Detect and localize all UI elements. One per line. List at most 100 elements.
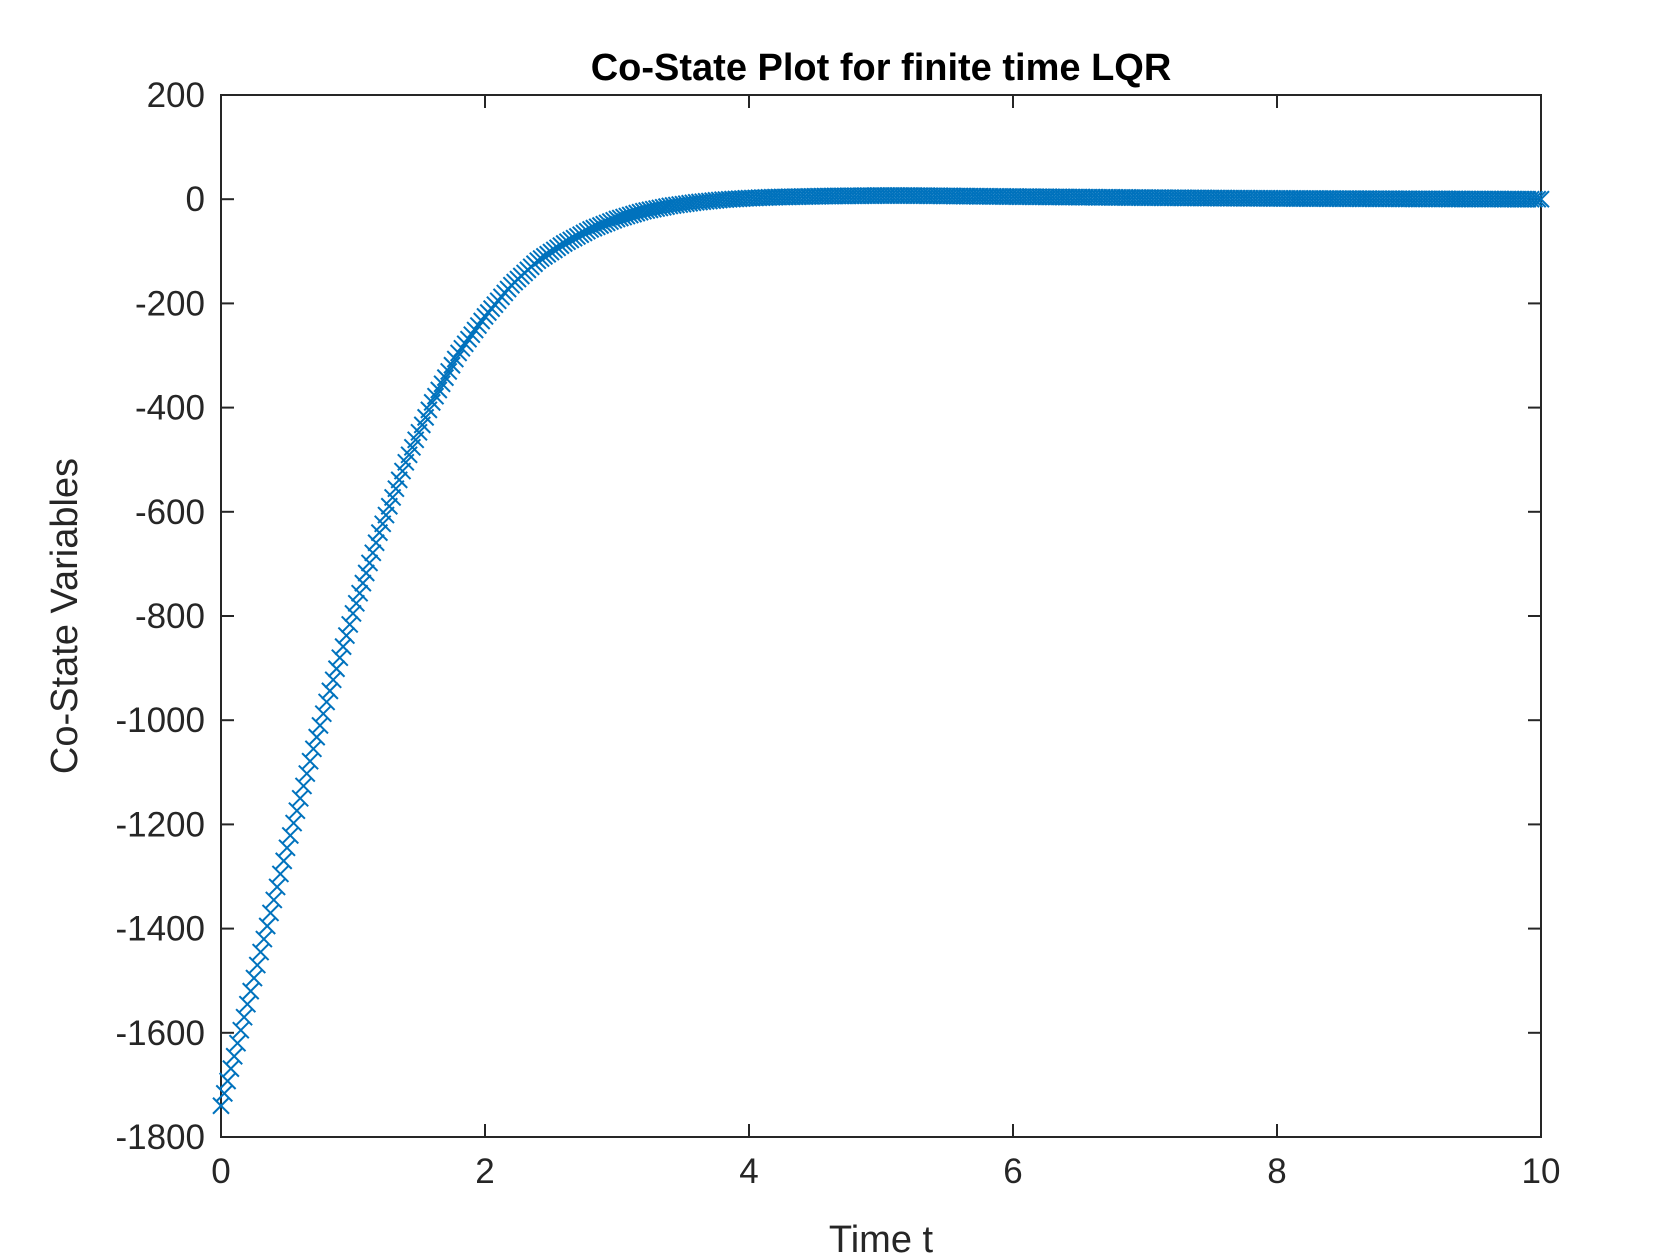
y-tick-label: -1000 bbox=[115, 701, 205, 740]
data-point-marker bbox=[344, 604, 362, 623]
x-tick-labels: 0 2 4 6 8 10 bbox=[211, 1152, 1560, 1191]
data-point-marker bbox=[591, 216, 610, 235]
data-point-marker bbox=[331, 648, 349, 667]
data-point-marker bbox=[235, 1008, 253, 1026]
data-point-marker bbox=[238, 995, 257, 1013]
data-point-marker bbox=[354, 574, 372, 592]
data-point-marker bbox=[581, 220, 600, 239]
data-point-marker bbox=[241, 982, 260, 1000]
data-point-marker bbox=[387, 479, 405, 498]
data-point-marker bbox=[1528, 190, 1547, 208]
chart-title: Co-State Plot for finite time LQR bbox=[591, 47, 1172, 89]
x-axis-label: Time t bbox=[829, 1219, 934, 1260]
data-point-marker bbox=[601, 212, 620, 231]
data-point-marker bbox=[370, 523, 389, 542]
data-point-marker bbox=[334, 637, 352, 656]
data-point-marker bbox=[618, 207, 636, 225]
y-tick-label: -600 bbox=[135, 493, 205, 532]
x-tick-label: 6 bbox=[1003, 1152, 1022, 1191]
data-point-marker bbox=[628, 204, 646, 222]
data-point-marker bbox=[1532, 190, 1550, 208]
data-point-marker bbox=[327, 660, 346, 678]
data-point-marker bbox=[301, 752, 319, 770]
y-axis-label: Co-State Variables bbox=[44, 458, 86, 774]
axis-ticks bbox=[220, 94, 1542, 1138]
data-point-marker bbox=[598, 214, 616, 232]
y-tick-label: 200 bbox=[147, 76, 205, 115]
data-point-marker bbox=[340, 615, 359, 634]
y-tick-label: -800 bbox=[135, 597, 205, 636]
data-point-marker bbox=[631, 203, 649, 221]
data-point-marker bbox=[212, 1097, 230, 1115]
y-tick-label: 0 bbox=[186, 180, 205, 219]
y-tick-label: -400 bbox=[135, 389, 205, 428]
data-point-marker bbox=[377, 506, 395, 524]
y-tick-label: -1600 bbox=[115, 1014, 205, 1053]
data-point-marker bbox=[588, 218, 606, 236]
data-point-marker bbox=[390, 471, 408, 489]
data-point-marker bbox=[258, 917, 276, 935]
data-point-marker bbox=[373, 515, 392, 533]
data-point-marker bbox=[222, 1059, 240, 1078]
data-point-marker bbox=[380, 497, 399, 515]
series-markers bbox=[212, 186, 1550, 1115]
data-point-marker bbox=[585, 219, 603, 237]
data-point-marker bbox=[383, 488, 402, 507]
data-point-marker bbox=[307, 728, 326, 746]
data-point-marker bbox=[218, 1072, 237, 1090]
x-tick-label: 10 bbox=[1522, 1152, 1561, 1191]
data-point-marker bbox=[314, 704, 333, 723]
y-tick-label: -1400 bbox=[115, 910, 205, 949]
y-tick-label: -200 bbox=[135, 284, 205, 323]
data-point-marker bbox=[228, 1034, 247, 1052]
data-point-marker bbox=[360, 554, 379, 572]
data-point-marker bbox=[274, 852, 293, 870]
data-point-marker bbox=[232, 1021, 250, 1039]
data-point-marker bbox=[304, 740, 323, 758]
data-point-marker bbox=[611, 209, 630, 227]
data-point-marker bbox=[248, 956, 267, 974]
data-point-marker bbox=[284, 814, 303, 832]
data-point-marker bbox=[288, 802, 306, 820]
data-point-marker bbox=[278, 839, 296, 857]
data-point-marker bbox=[324, 671, 342, 689]
data-point-marker bbox=[245, 969, 263, 987]
y-tick-labels: 200 0 -200 -400 -600 -800 -1000 -1200 -1400 -1600… bbox=[115, 76, 205, 1157]
y-tick-label: -1200 bbox=[115, 805, 205, 844]
x-tick-label: 2 bbox=[475, 1152, 494, 1191]
data-point-marker bbox=[1525, 190, 1544, 208]
y-tick-label: -1800 bbox=[115, 1118, 205, 1157]
x-tick-label: 4 bbox=[739, 1152, 758, 1191]
data-point-marker bbox=[347, 594, 366, 613]
data-point-marker bbox=[271, 865, 290, 883]
data-point-marker bbox=[294, 777, 313, 795]
data-point-marker bbox=[321, 682, 339, 700]
data-point-marker bbox=[614, 208, 633, 226]
data-point-marker bbox=[595, 215, 613, 233]
data-point-marker bbox=[364, 544, 382, 562]
data-point-marker bbox=[350, 584, 369, 602]
data-point-marker bbox=[621, 206, 639, 224]
data-point-marker bbox=[367, 534, 385, 552]
data-point-marker bbox=[255, 930, 273, 948]
data-point-marker bbox=[291, 789, 309, 808]
data-point-marker bbox=[624, 205, 643, 223]
x-tick-label: 0 bbox=[211, 1152, 230, 1191]
data-point-marker bbox=[261, 904, 280, 922]
data-point-marker bbox=[311, 716, 329, 735]
data-point-marker bbox=[393, 462, 412, 480]
data-point-marker bbox=[215, 1084, 234, 1103]
data-point-marker bbox=[357, 564, 375, 582]
data-point-marker bbox=[608, 210, 626, 228]
data-point-marker bbox=[225, 1047, 243, 1065]
data-point-marker bbox=[251, 943, 270, 961]
x-tick-label: 8 bbox=[1267, 1152, 1286, 1191]
data-point-marker bbox=[604, 211, 623, 230]
data-point-marker bbox=[337, 626, 356, 645]
data-point-marker bbox=[298, 764, 316, 783]
plot-area bbox=[220, 94, 1542, 1138]
data-point-marker bbox=[317, 693, 336, 711]
data-point-marker bbox=[281, 826, 300, 845]
data-point-marker bbox=[265, 891, 283, 909]
